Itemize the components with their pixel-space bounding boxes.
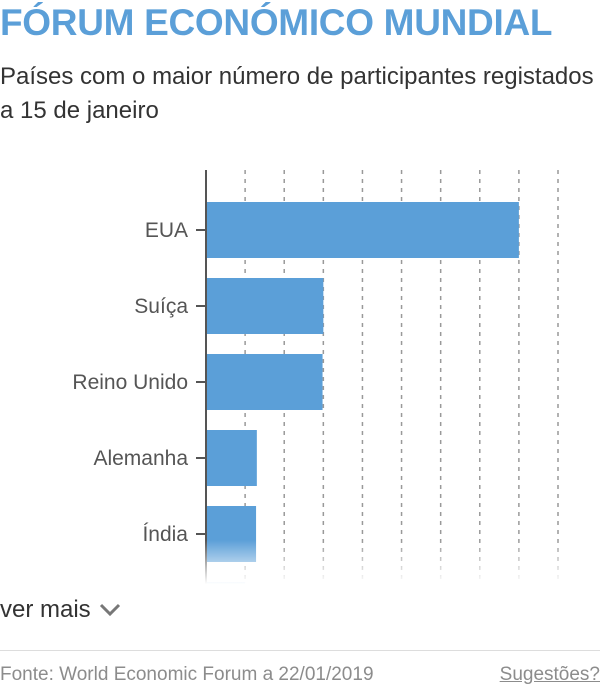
bar — [206, 354, 323, 410]
bar — [206, 202, 519, 258]
chart-subtitle: Países com o maior número de participant… — [0, 63, 594, 124]
chevron-down-icon — [99, 596, 121, 624]
footer-divider — [0, 650, 600, 651]
bar — [206, 430, 257, 486]
bars — [206, 202, 519, 590]
category-label: Alemanha — [93, 447, 188, 470]
category-label: Suíça — [134, 295, 188, 318]
feedback-link[interactable]: Sugestões? — [499, 664, 600, 685]
show-more-button[interactable]: ver mais — [0, 595, 121, 625]
show-more-label: ver mais — [0, 596, 91, 623]
truncation-fade — [0, 540, 600, 592]
category-label: EUA — [145, 219, 188, 242]
source-note: Fonte: World Economic Forum a 22/01/2019 — [0, 664, 374, 685]
chart-title: FÓRUM ECONÓMICO MUNDIAL — [0, 2, 553, 43]
bar — [206, 278, 324, 334]
category-label: Reino Unido — [72, 371, 188, 394]
